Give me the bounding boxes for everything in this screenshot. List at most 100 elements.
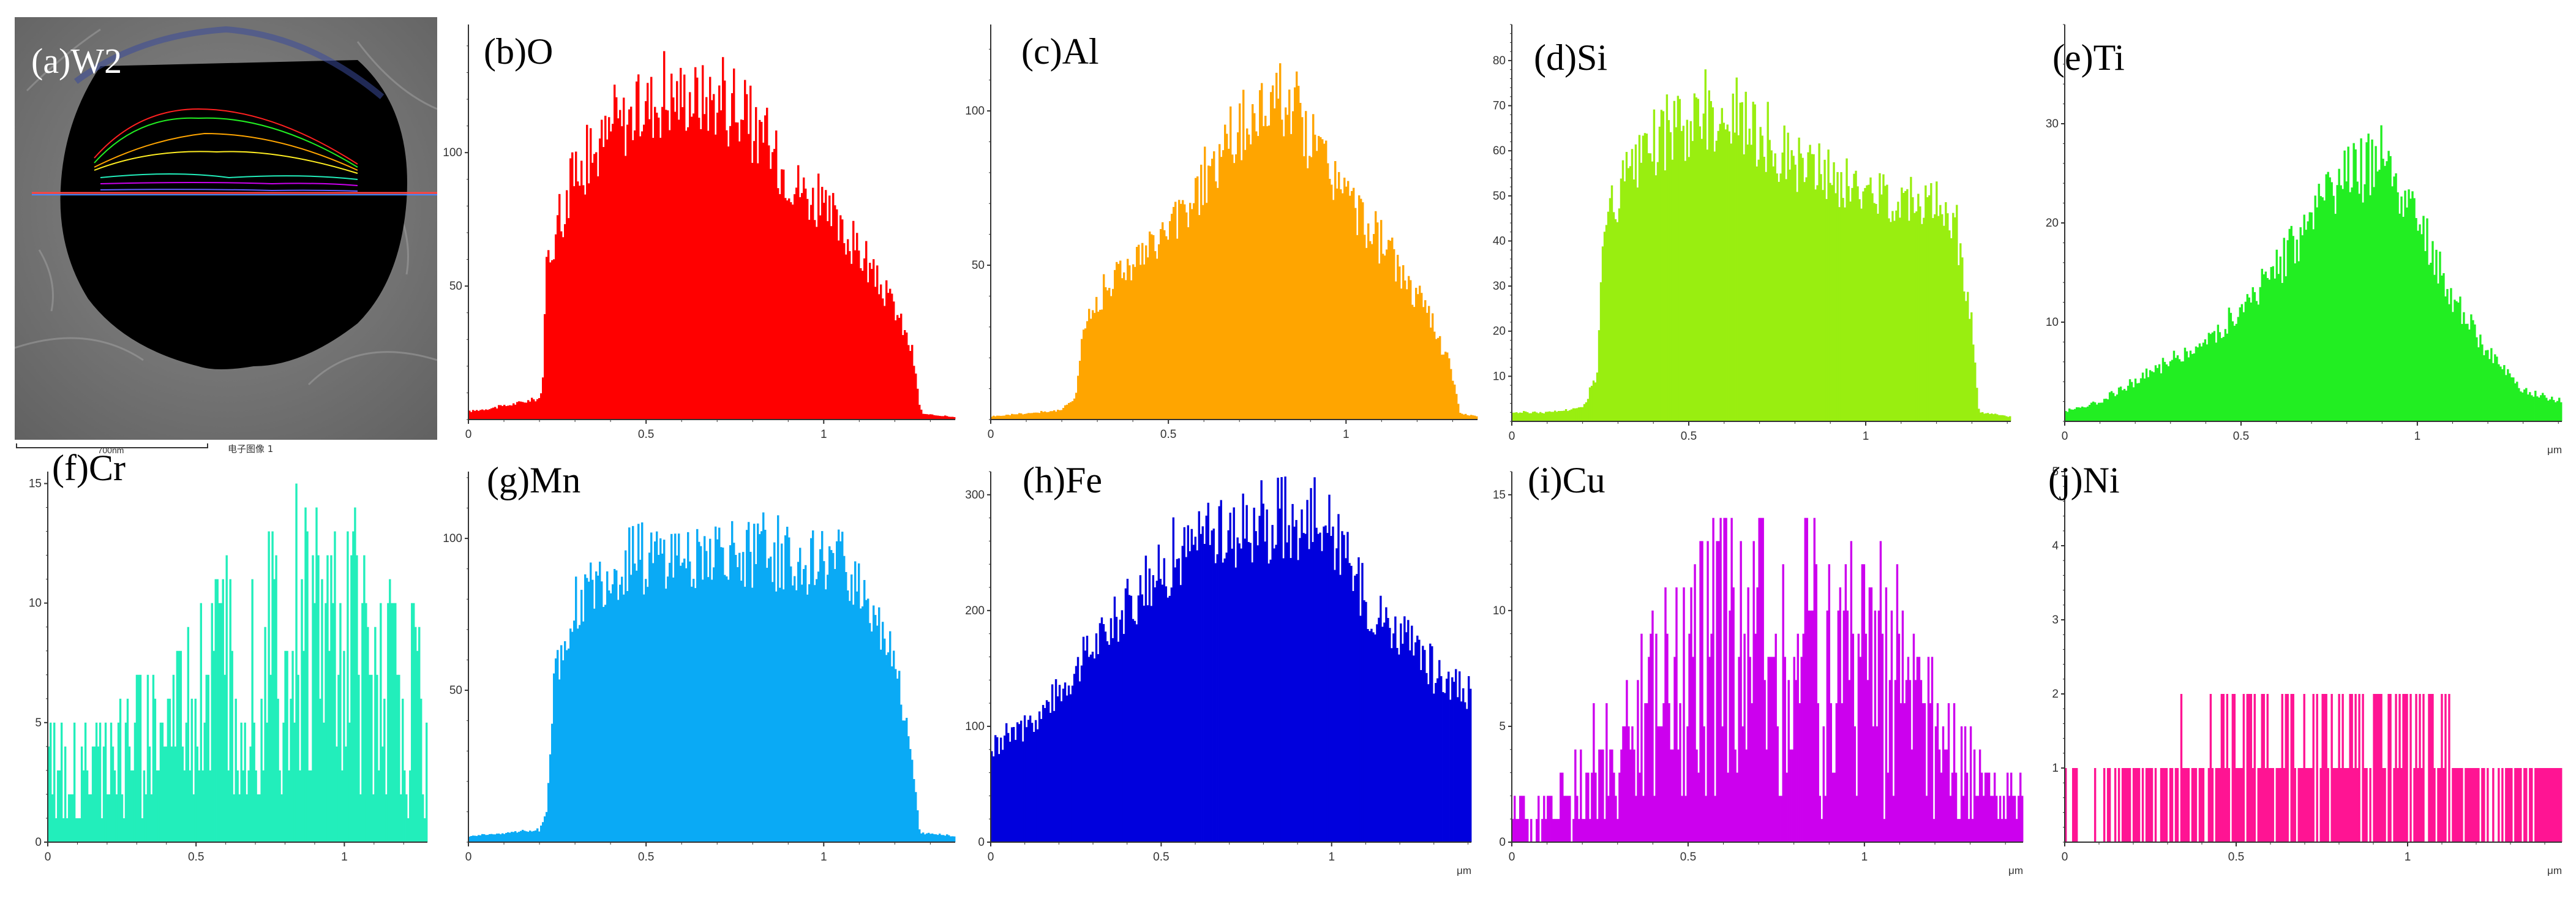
y-tick-label: 50: [1493, 190, 1506, 203]
bar: [991, 751, 993, 842]
bar: [2217, 768, 2220, 842]
bar: [321, 579, 323, 842]
bar: [2353, 143, 2355, 421]
bar: [996, 415, 999, 420]
bar: [1763, 680, 1766, 842]
bar: [2367, 134, 2370, 421]
bar: [244, 722, 246, 842]
bar: [1440, 676, 1443, 842]
bar: [345, 746, 347, 842]
bar: [1018, 724, 1021, 842]
bar: [615, 570, 618, 842]
bar: [735, 555, 737, 842]
bar: [849, 251, 851, 420]
bar: [1007, 415, 1010, 420]
bar: [2463, 312, 2465, 421]
bar: [2433, 274, 2436, 421]
bar: [623, 594, 625, 842]
bar: [1631, 726, 1634, 842]
bar: [2143, 379, 2146, 421]
bar: [1762, 518, 1764, 843]
bar: [1213, 151, 1215, 420]
bar: [2290, 694, 2292, 842]
bar: [374, 627, 377, 842]
bar: [1792, 156, 1795, 422]
bar: [1198, 215, 1201, 420]
bar: [911, 345, 914, 420]
bar: [764, 115, 767, 420]
x-tick-label: 0: [2062, 851, 2068, 864]
bar: [2459, 768, 2461, 842]
bar: [2244, 301, 2247, 421]
bar: [1940, 772, 1943, 842]
bar: [766, 568, 768, 842]
bar: [128, 746, 131, 842]
bar: [1710, 633, 1713, 842]
bar: [2510, 377, 2513, 421]
x-tick-label: 1: [1863, 430, 1869, 443]
bar: [1859, 657, 1862, 842]
bar: [1101, 309, 1103, 420]
bar: [768, 145, 770, 420]
bar: [2119, 386, 2122, 421]
bar: [884, 638, 886, 842]
bar: [1266, 126, 1269, 420]
bar: [84, 722, 87, 842]
bar: [1672, 749, 1674, 842]
bar: [783, 169, 785, 420]
bar: [2160, 768, 2163, 842]
bar: [1461, 413, 1463, 420]
bar: [1761, 135, 1763, 421]
bar: [359, 794, 362, 842]
bar: [788, 537, 790, 842]
bar: [1308, 549, 1310, 842]
bar: [1772, 166, 1774, 421]
bar: [2277, 768, 2280, 842]
bar: [2400, 768, 2403, 842]
bar: [1949, 796, 1952, 843]
y-tick-label: 10: [29, 597, 42, 610]
bar: [1684, 160, 1687, 421]
bar: [2262, 274, 2265, 421]
bar: [280, 794, 283, 842]
bar: [1415, 287, 1418, 420]
bar: [1871, 193, 1874, 421]
bar: [553, 673, 555, 842]
bar: [1657, 726, 1659, 842]
bar: [2483, 768, 2485, 842]
x-unit-label: μm: [2008, 865, 2023, 876]
bar: [2272, 266, 2274, 421]
bar: [1989, 796, 1992, 843]
bar: [1404, 280, 1406, 420]
bar: [2354, 694, 2357, 842]
bar: [1288, 89, 1291, 420]
bar: [150, 794, 153, 842]
bar: [647, 587, 649, 842]
bar: [1716, 541, 1718, 842]
bar: [1013, 414, 1015, 420]
bar: [880, 284, 882, 420]
bar: [1465, 413, 1467, 420]
bar: [102, 746, 105, 842]
bar: [1334, 570, 1336, 842]
bar: [1875, 203, 1877, 421]
x-unit-label: μm: [1457, 865, 1471, 876]
bar: [904, 720, 906, 842]
bar: [1904, 190, 1907, 421]
bar: [1901, 187, 1903, 421]
bar: [2235, 323, 2238, 421]
bar: [685, 568, 688, 842]
bar: [2215, 768, 2218, 842]
bar: [628, 109, 631, 420]
bar: [632, 525, 634, 842]
bar: [1956, 819, 1959, 842]
bar: [225, 555, 228, 842]
bar: [2448, 694, 2450, 842]
bar: [1891, 211, 1894, 421]
bar: [402, 698, 404, 842]
bar: [356, 555, 358, 842]
bar: [1136, 247, 1138, 420]
bar: [2470, 768, 2473, 842]
bar: [582, 185, 585, 420]
bar: [1666, 633, 1669, 842]
